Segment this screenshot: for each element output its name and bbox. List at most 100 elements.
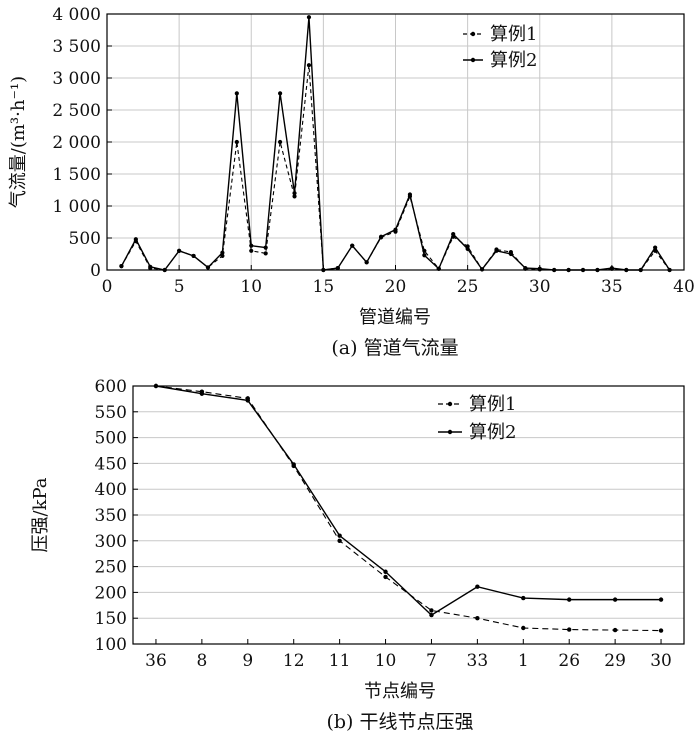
chart-a-xtick-label: 25 — [457, 277, 479, 297]
chart-a-series-2-point — [494, 248, 499, 253]
chart-a-ytick-label: 2 000 — [52, 133, 101, 153]
chart-a-series-2-point — [162, 267, 167, 273]
chart-a-series-2-point — [306, 15, 312, 20]
chart-b-legend: 算例1 算例2 — [438, 394, 516, 443]
chart-a-series-2-point — [566, 267, 571, 273]
chart-a-ytick-label: 2 500 — [52, 101, 101, 121]
chart-a-series-1-point — [306, 63, 312, 68]
chart-a-series — [119, 15, 672, 273]
chart-b-ytick-label: 300 — [95, 532, 127, 552]
chart-b-series-1-point — [658, 628, 664, 633]
chart-a-legend-label-2: 算例2 — [490, 50, 537, 71]
chart-a-series-2-point — [321, 267, 326, 273]
chart-a-series-2-point — [393, 227, 398, 232]
chart-a-ytick-label: 500 — [69, 229, 101, 249]
chart-a-xtick-label: 30 — [529, 277, 551, 297]
chart-b-series-1-point — [567, 627, 572, 632]
chart-b-ytick-label: 500 — [95, 429, 127, 449]
chart-a-legend: 算例1 算例2 — [463, 24, 537, 71]
chart-b-series-2-point — [199, 391, 205, 396]
chart-a-series-2-point — [580, 267, 586, 273]
chart-a-series-2-point — [249, 243, 254, 248]
chart-b-y-ticks: 100 150 200 250 300 350 400 450 500 550 600 — [95, 377, 138, 655]
chart-a-series-2-point — [552, 267, 557, 273]
chart-a-series-2-point — [422, 253, 427, 258]
chart-b-series-2-point — [475, 584, 480, 589]
chart-b-xtick-label: 30 — [650, 651, 672, 671]
chart-b-xtick-label: 8 — [196, 651, 207, 671]
chart-a-xtick-label: 15 — [313, 277, 335, 297]
chart-b-legend-marker-1 — [447, 401, 453, 407]
chart-a-series-2-point — [234, 91, 239, 96]
chart-b-legend-label-2: 算例2 — [469, 422, 516, 443]
chart-a-series-2-point — [595, 267, 600, 273]
chart-a-series-1-point — [249, 248, 254, 253]
chart-a-series-1-point — [234, 139, 239, 145]
chart-a-series-2-point — [292, 191, 297, 196]
chart-b-series-2-line — [155, 385, 662, 616]
chart-a-series-2-point — [479, 267, 485, 272]
chart-a-legend-marker-2 — [470, 57, 476, 63]
chart-b-xtick-label: 12 — [283, 651, 305, 671]
chart-a-series-2-point — [364, 260, 369, 265]
chart-b-ytick-label: 100 — [95, 635, 127, 655]
chart-b-ytick-label: 250 — [95, 558, 127, 578]
chart-b-series-1-line — [155, 385, 662, 632]
chart-a-y-ticks: 0 500 1 000 1 500 2 000 2 500 3 000 3 500 4 000 — [52, 5, 112, 281]
chart-b-xlabel: 节点编号 — [364, 681, 436, 702]
chart-b-xtick-label: 26 — [558, 651, 580, 671]
chart-a-xtick-label: 35 — [601, 277, 623, 297]
chart-b-ytick-label: 550 — [95, 403, 127, 423]
chart-a-ytick-label: 3 500 — [52, 37, 101, 57]
chart-b-ylabel: 压强/kPa — [30, 477, 51, 552]
chart-b-xtick-label: 9 — [242, 651, 253, 671]
chart-b-series-1-point — [383, 574, 388, 580]
chart-a-series-1-point — [220, 253, 225, 259]
chart-a-series-2-point — [191, 253, 196, 259]
chart-a-series-2-point — [220, 250, 225, 255]
chart-a-series-2-point — [335, 265, 340, 271]
chart-a-series-2-point — [638, 267, 643, 273]
chart-a-legend-label-1: 算例1 — [490, 24, 537, 45]
chart-a-series-2-point — [653, 245, 658, 250]
chart-a-ylabel: 气流量/(m³·h⁻¹) — [8, 76, 29, 208]
chart-b-series-2-point — [658, 597, 664, 602]
chart-b-legend-marker-2 — [447, 429, 453, 435]
chart-b-ytick-label: 350 — [95, 506, 127, 526]
chart-b-series-2-point — [153, 383, 159, 389]
chart-a-series-2-point — [624, 267, 629, 273]
chart-b-caption: (b) 干线节点压强 — [326, 711, 473, 733]
chart-b-series-1-point — [612, 627, 618, 633]
chart-a-caption: (a) 管道气流量 — [331, 337, 458, 359]
chart-a-ytick-label: 4 000 — [52, 5, 101, 25]
chart-b-series-2-point — [567, 597, 572, 602]
chart-b-xtick-label: 7 — [426, 651, 437, 671]
chart-b-legend-label-1: 算例1 — [469, 394, 516, 415]
chart-b-series-1-point — [475, 616, 480, 621]
chart-b-series-1-point — [337, 538, 342, 543]
chart-b-series-2-point — [383, 569, 388, 574]
chart-a-series-2-point — [133, 237, 138, 242]
chart-b-ytick-label: 150 — [95, 609, 127, 629]
chart-a-xtick-label: 20 — [385, 277, 407, 297]
chart-a-series-1-point — [278, 139, 283, 145]
chart-a-series-2-point — [667, 267, 672, 273]
chart-a-series-2-point — [523, 265, 528, 271]
chart-b-series-2-point — [291, 462, 296, 467]
chart-b-xtick-label: 11 — [329, 651, 351, 671]
chart-a-x-ticks: 0 5 10 15 20 25 30 35 40 — [102, 265, 695, 297]
chart-a-ytick-label: 1 500 — [52, 165, 101, 185]
chart-a-series-2-point — [609, 265, 614, 271]
chart-a-series-2-point — [148, 264, 153, 269]
chart-a-series-2-point — [537, 266, 542, 271]
chart-b-series-1-point — [521, 625, 526, 631]
chart-b-ytick-label: 400 — [95, 480, 127, 500]
chart-a-series-2-point — [278, 91, 283, 96]
chart-b-gridlines — [133, 385, 684, 645]
chart-a-ytick-label: 0 — [90, 261, 101, 281]
chart-a-ytick-label: 1 000 — [52, 197, 101, 217]
chart-a-xlabel: 管道编号 — [359, 307, 431, 328]
chart-b-series-2-point — [245, 398, 250, 403]
